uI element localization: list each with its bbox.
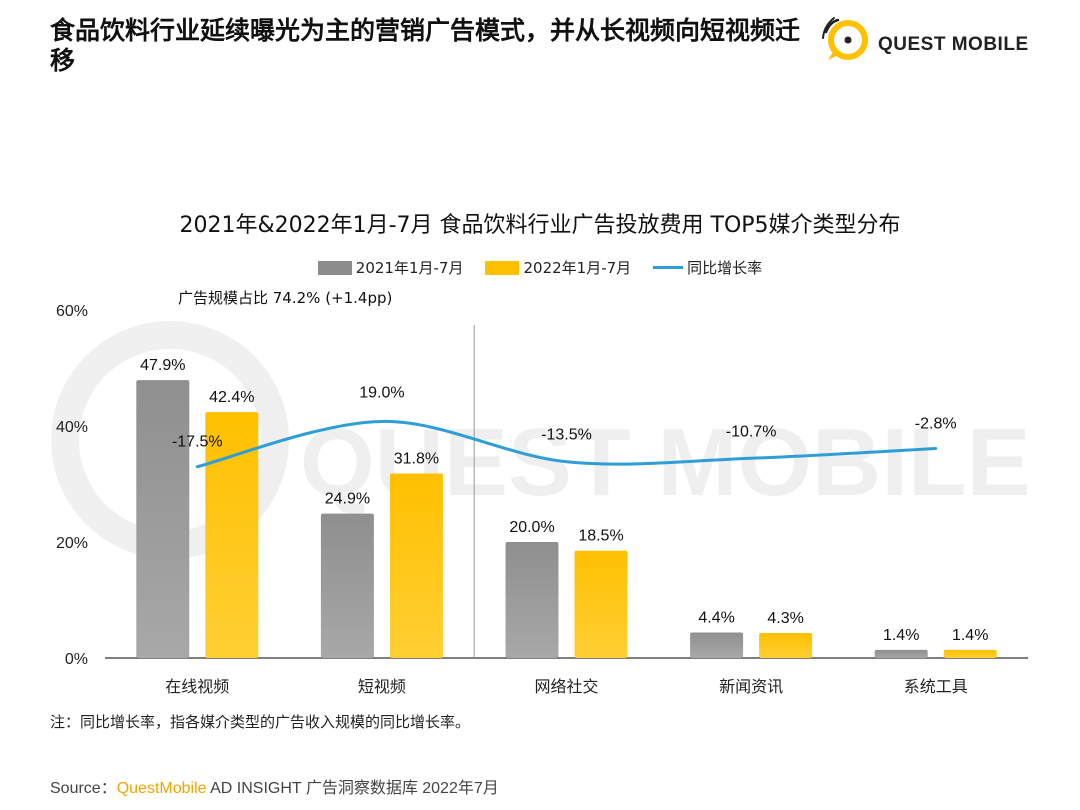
data-label-2021: 47.9% <box>140 357 185 374</box>
y-tick-label: 60% <box>56 303 88 320</box>
legend-label-2022: 2022年1月-7月 <box>523 259 632 277</box>
data-label-2021: 20.0% <box>509 519 554 536</box>
legend-label-2021: 2021年1月-7月 <box>355 259 464 277</box>
source-brand: QuestMobile <box>116 780 207 797</box>
data-label-2021: 4.4% <box>698 609 734 626</box>
data-label-2021: 1.4% <box>883 627 919 644</box>
x-tick-label: 系统工具 <box>904 677 968 696</box>
quest-mobile-logo-icon <box>822 17 868 60</box>
source-text: AD INSIGHT 广告洞察数据库 2022年7月 <box>206 780 499 797</box>
source-prefix: Source： <box>50 780 117 797</box>
bar-2022 <box>205 412 259 658</box>
legend-item-2022: 2022年1月-7月 <box>485 257 631 278</box>
y-tick-label: 20% <box>56 535 88 552</box>
y-tick-label: 0% <box>65 651 88 668</box>
quest-mobile-logo: QUEST MOBILE <box>820 14 1040 66</box>
logo-text: QUEST MOBILE <box>878 34 1029 55</box>
bar-2021 <box>874 649 928 658</box>
growth-rate-label: -2.8% <box>915 415 957 432</box>
growth-rate-label: -10.7% <box>726 423 777 440</box>
bar-2021 <box>505 542 559 658</box>
growth-rate-line <box>195 419 938 469</box>
data-label-2022: 42.4% <box>209 389 254 406</box>
y-tick-label: 40% <box>56 419 88 436</box>
ad-share-annotation: 广告规模占比 74.2% (+1.4pp) <box>178 289 393 307</box>
data-label-2022: 18.5% <box>578 528 623 545</box>
legend-item-growth: 同比增长率 <box>653 257 762 278</box>
growth-rate-label: -13.5% <box>541 427 592 444</box>
data-label-2022: 31.8% <box>394 451 439 468</box>
legend-label-growth: 同比增长率 <box>687 259 763 277</box>
bar-2021 <box>690 632 744 658</box>
growth-rate-label: -17.5% <box>172 434 223 451</box>
footnote: 注：同比增长率，指各媒介类型的广告收入规模的同比增长率。 <box>50 713 471 731</box>
legend-item-2021: 2021年1月-7月 <box>317 257 464 278</box>
bar-2022 <box>943 649 997 658</box>
x-tick-label: 网络社交 <box>534 677 598 696</box>
chart-legend: 2021年1月-7月 2022年1月-7月 同比增长率 <box>0 257 1080 278</box>
data-label-2022: 1.4% <box>952 627 988 644</box>
legend-swatch-2022 <box>485 260 520 275</box>
chart-title: 2021年&2022年1月-7月 食品饮料行业广告投放费用 TOP5媒介类型分布 <box>179 213 901 238</box>
bar-2022 <box>389 473 443 658</box>
growth-rate-label: 19.0% <box>359 384 404 401</box>
page-title: 食品饮料行业延续曝光为主的营销广告模式，并从长视频向短视频迁移 <box>50 16 801 75</box>
bar-2022 <box>759 633 813 658</box>
source-line: Source：QuestMobile AD INSIGHT 广告洞察数据库 20… <box>50 774 499 798</box>
x-tick-label: 在线视频 <box>165 677 229 696</box>
data-label-2021: 24.9% <box>325 491 370 508</box>
bar-2021 <box>320 513 374 658</box>
bar-2022 <box>574 550 628 658</box>
x-tick-label: 短视频 <box>358 677 406 696</box>
bar-2021 <box>136 380 190 658</box>
legend-line-growth <box>653 266 684 269</box>
x-tick-label: 新闻资讯 <box>719 677 783 696</box>
legend-swatch-2021 <box>317 260 352 275</box>
data-label-2022: 4.3% <box>767 610 803 627</box>
